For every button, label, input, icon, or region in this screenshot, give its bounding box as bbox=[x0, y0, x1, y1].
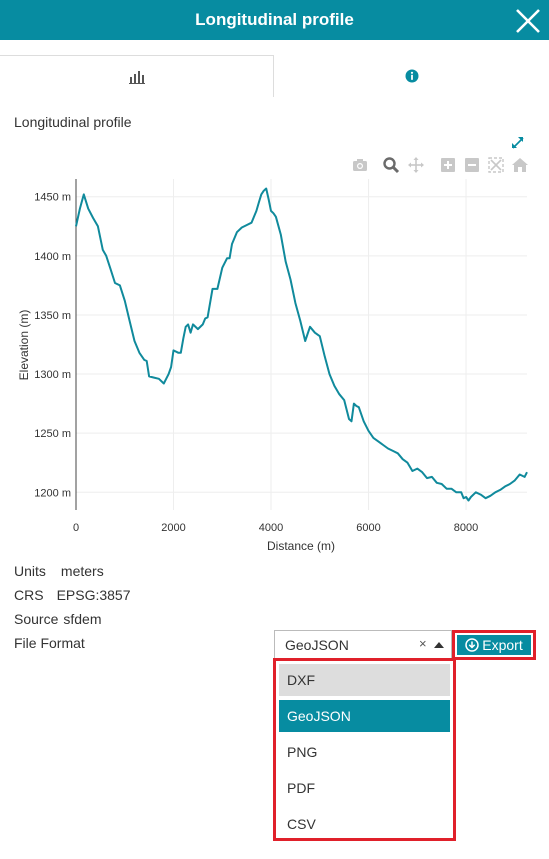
meta-key: CRS bbox=[14, 587, 44, 603]
x-tick-label: 8000 bbox=[454, 522, 478, 534]
chart-grid bbox=[76, 179, 527, 510]
clear-selection-icon[interactable]: × bbox=[419, 636, 427, 651]
camera-icon bbox=[351, 156, 369, 174]
caret-up-icon[interactable] bbox=[434, 642, 444, 648]
download-circle-icon bbox=[465, 638, 479, 652]
zoom-icon bbox=[382, 156, 400, 174]
zoom-button[interactable] bbox=[382, 156, 400, 174]
close-icon bbox=[513, 6, 543, 36]
pan-button[interactable] bbox=[407, 156, 425, 174]
x-tick-label: 0 bbox=[73, 522, 79, 534]
zoom-out-button[interactable] bbox=[463, 156, 481, 174]
elevation-series-line bbox=[76, 189, 527, 501]
dropdown-option-png[interactable]: PNG bbox=[279, 736, 450, 768]
dropdown-option-dxf[interactable]: DXF bbox=[279, 664, 450, 696]
bar-chart-icon bbox=[129, 70, 145, 84]
file-format-dropdown: DXF GeoJSON PNG PDF CSV bbox=[273, 658, 456, 841]
y-tick-label: 1450 m bbox=[34, 192, 71, 204]
expand-button[interactable] bbox=[510, 135, 526, 151]
y-tick-label: 1400 m bbox=[34, 251, 71, 263]
x-axis-label: Distance (m) bbox=[267, 539, 335, 553]
file-format-selected-value: GeoJSON bbox=[285, 637, 349, 653]
x-tick-label: 6000 bbox=[356, 522, 380, 534]
dialog-title: Longitudinal profile bbox=[0, 10, 549, 30]
close-button[interactable] bbox=[513, 6, 543, 36]
camera-button[interactable] bbox=[351, 156, 369, 174]
autoscale-button[interactable] bbox=[487, 156, 505, 174]
x-tick-label: 2000 bbox=[161, 522, 185, 534]
meta-key: Units bbox=[14, 563, 46, 579]
meta-row-units: Units meters bbox=[14, 563, 104, 579]
meta-value: sfdem bbox=[63, 611, 101, 627]
expand-arrows-icon bbox=[510, 135, 526, 151]
meta-row-source: Source sfdem bbox=[14, 611, 101, 627]
y-axis-label: Elevation (m) bbox=[17, 310, 31, 381]
autoscale-icon bbox=[487, 156, 505, 174]
y-tick-label: 1350 m bbox=[34, 310, 71, 322]
chart-plot-area bbox=[76, 189, 527, 501]
y-tick-label: 1250 m bbox=[34, 428, 71, 440]
meta-value: EPSG:3857 bbox=[57, 587, 131, 603]
file-format-select[interactable]: GeoJSON × bbox=[274, 630, 452, 659]
file-format-label: File Format bbox=[14, 635, 85, 651]
y-tick-label: 1300 m bbox=[34, 369, 71, 381]
meta-value: meters bbox=[61, 563, 104, 579]
section-title: Longitudinal profile bbox=[14, 114, 132, 130]
meta-row-crs: CRS EPSG:3857 bbox=[14, 587, 131, 603]
dropdown-option-csv[interactable]: CSV bbox=[279, 808, 450, 840]
export-button[interactable]: Export bbox=[457, 635, 531, 655]
dialog-header: Longitudinal profile bbox=[0, 0, 549, 40]
zoom-out-icon bbox=[463, 156, 481, 174]
export-highlight: Export bbox=[452, 630, 536, 660]
export-button-label: Export bbox=[482, 637, 522, 653]
x-tick-label: 4000 bbox=[259, 522, 283, 534]
tab-chart[interactable] bbox=[0, 55, 274, 97]
pan-icon bbox=[407, 156, 425, 174]
info-circle-icon bbox=[405, 69, 419, 83]
zoom-in-icon bbox=[439, 156, 457, 174]
zoom-in-button[interactable] bbox=[439, 156, 457, 174]
dropdown-option-pdf[interactable]: PDF bbox=[279, 772, 450, 804]
reset-home-button[interactable] bbox=[511, 156, 529, 174]
chart-axes: 0 2000 4000 6000 8000 1200 m 1250 m 1300 m 1350 … bbox=[34, 179, 478, 534]
tab-bar bbox=[0, 55, 549, 97]
y-tick-label: 1200 m bbox=[34, 487, 71, 499]
elevation-profile-chart[interactable]: 0 2000 4000 6000 8000 1200 m 1250 m 1300 m 1350 … bbox=[0, 175, 549, 555]
tab-info[interactable] bbox=[274, 55, 549, 97]
dropdown-option-geojson[interactable]: GeoJSON bbox=[279, 700, 450, 732]
reset-home-icon bbox=[511, 156, 529, 174]
meta-key: Source bbox=[14, 611, 58, 627]
